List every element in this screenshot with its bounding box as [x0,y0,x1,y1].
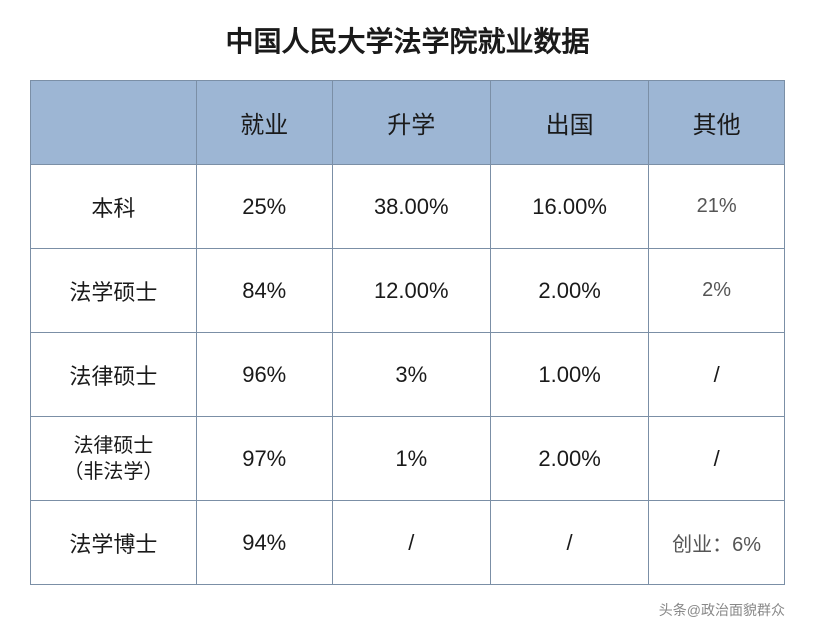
table-header-further-study: 升学 [332,81,490,165]
watermark: 头条@政治面貌群众 [659,600,785,620]
table-header-other: 其他 [649,81,785,165]
table-cell: 3% [332,333,490,417]
table-row: 法律硕士96%3%1.00%/ [31,333,785,417]
table-cell: 38.00% [332,165,490,249]
table-cell: 96% [196,333,332,417]
row-label: 法律硕士（非法学） [31,417,197,501]
table-cell: / [649,333,785,417]
table-row: 法学博士94%//创业：6% [31,501,785,585]
table-cell: 2% [649,249,785,333]
table-row: 法学硕士84%12.00%2.00%2% [31,249,785,333]
table-cell: 25% [196,165,332,249]
table-cell: / [332,501,490,585]
table-cell: 21% [649,165,785,249]
table-cell: 94% [196,501,332,585]
table-header-employment: 就业 [196,81,332,165]
table-body: 本科25%38.00%16.00%21%法学硕士84%12.00%2.00%2%… [31,165,785,585]
table-cell: 创业：6% [649,501,785,585]
table-cell: 1.00% [490,333,648,417]
row-label: 法学硕士 [31,249,197,333]
table-header-abroad: 出国 [490,81,648,165]
page-title: 中国人民大学法学院就业数据 [30,20,785,60]
table-row: 本科25%38.00%16.00%21% [31,165,785,249]
row-label: 法律硕士 [31,333,197,417]
table-cell: 97% [196,417,332,501]
table-header-blank [31,81,197,165]
table-cell: 2.00% [490,249,648,333]
table-cell: 2.00% [490,417,648,501]
table-cell: 16.00% [490,165,648,249]
row-label: 本科 [31,165,197,249]
table-header-row: 就业 升学 出国 其他 [31,81,785,165]
table-cell: / [490,501,648,585]
table-cell: / [649,417,785,501]
row-label: 法学博士 [31,501,197,585]
table-cell: 84% [196,249,332,333]
employment-data-table: 就业 升学 出国 其他 本科25%38.00%16.00%21%法学硕士84%1… [30,80,785,585]
table-cell: 1% [332,417,490,501]
table-cell: 12.00% [332,249,490,333]
table-row: 法律硕士（非法学）97%1%2.00%/ [31,417,785,501]
